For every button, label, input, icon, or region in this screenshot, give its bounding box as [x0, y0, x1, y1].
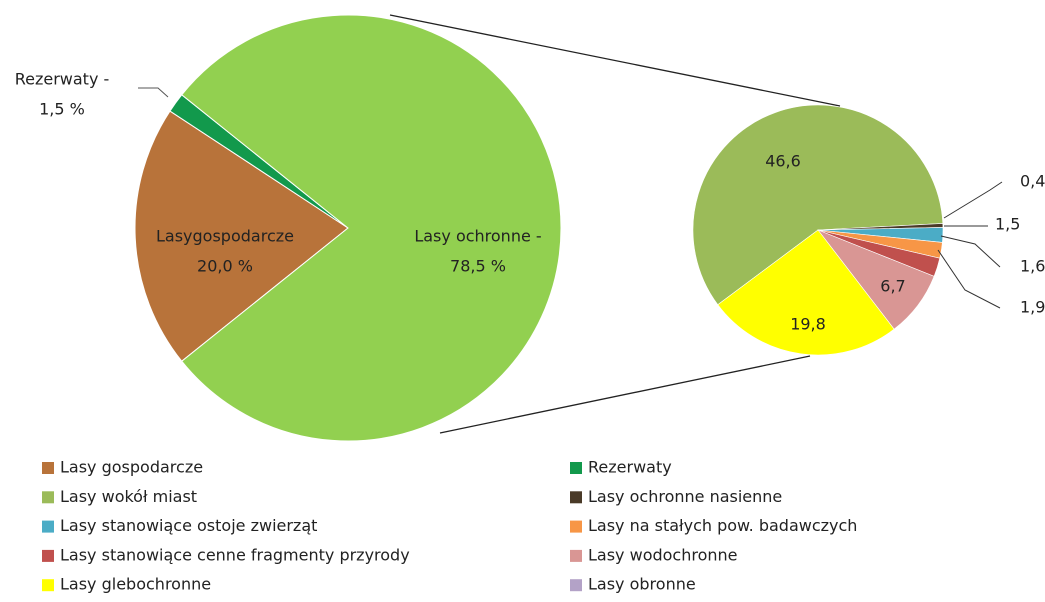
legend-label: Lasy gospodarcze — [60, 458, 203, 477]
slice-value-label: 46,6 — [765, 152, 801, 171]
pie-slice — [134, 110, 349, 362]
legend-label: Lasy glebochronne — [60, 575, 211, 594]
slice-label: Rezerwaty - — [15, 70, 110, 89]
slice-label: Lasygospodarcze — [156, 227, 294, 246]
legend-swatch — [570, 520, 582, 533]
leader-line — [937, 249, 1001, 309]
slice-label: Lasy ochronne - — [414, 227, 541, 246]
legend-label: Lasy stanowiące cenne fragmenty przyrody — [60, 545, 410, 564]
slice-value-label: 6,7 — [880, 277, 905, 296]
legend-swatch — [570, 579, 582, 592]
legend-label: Lasy wodochronne — [588, 545, 738, 564]
legend-swatch — [42, 549, 54, 562]
legend-swatch — [42, 579, 54, 592]
connector-line — [389, 14, 841, 107]
legend-swatch — [570, 462, 582, 474]
legend-label: Lasy wokół miast — [60, 487, 197, 506]
slice-value-label: 1,6 — [1020, 257, 1045, 276]
slice-value-label: 0,4 — [1020, 172, 1045, 191]
slice-value-label: 1,5 % — [39, 100, 85, 119]
legend-label: Lasy obronne — [588, 575, 696, 594]
slice-value-label: 20,0 % — [197, 257, 253, 276]
pie-slice — [181, 14, 562, 442]
pie-slice — [692, 104, 944, 306]
leader-line — [138, 87, 169, 98]
legend-label: Rezerwaty — [588, 458, 672, 477]
slice-value-label: 19,8 — [790, 315, 826, 334]
legend-label: Lasy na stałych pow. badawczych — [588, 516, 857, 535]
pie-slice — [717, 229, 895, 356]
legend-label: Lasy ochronne nasienne — [588, 487, 782, 506]
connector-line — [439, 355, 811, 434]
leader-line — [940, 235, 1001, 268]
legend-swatch — [42, 520, 54, 533]
slice-value-label: 1,5 — [995, 215, 1020, 234]
slice-value-label: 1,9 — [1020, 298, 1045, 317]
legend-swatch — [570, 491, 582, 504]
slice-value-label: 78,5 % — [450, 257, 506, 276]
legend-swatch — [42, 462, 54, 474]
legend-label: Lasy stanowiące ostoje zwierząt — [60, 516, 317, 535]
legend-swatch — [42, 491, 54, 504]
legend-swatch — [570, 549, 582, 562]
leader-line — [943, 181, 1003, 219]
